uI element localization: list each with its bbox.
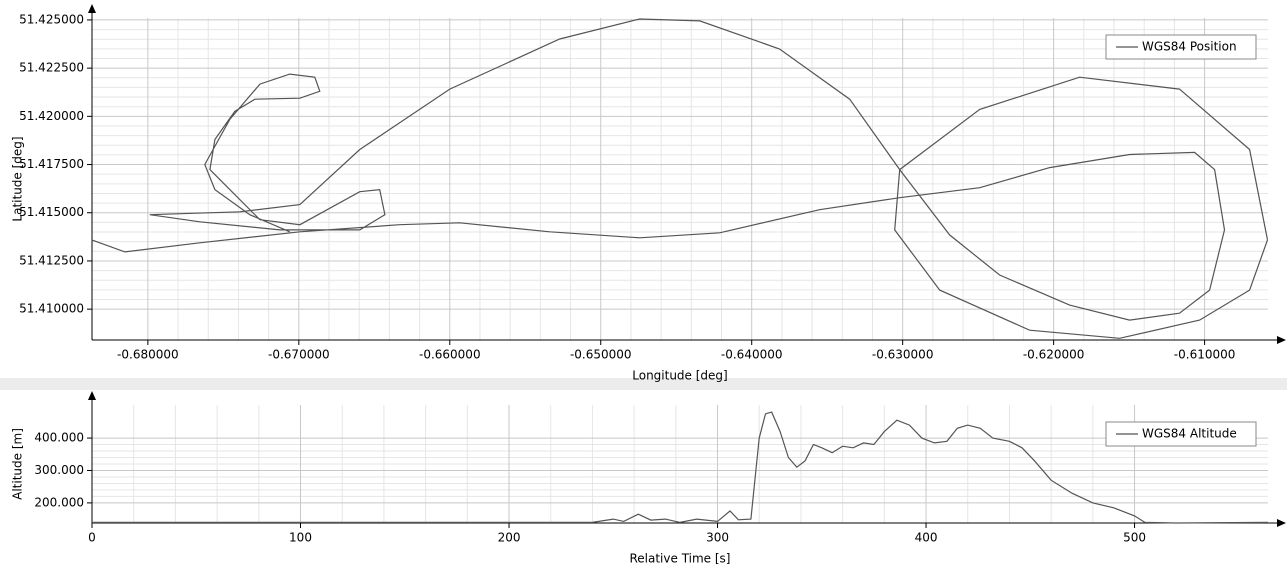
separator <box>0 378 1287 390</box>
data-line <box>92 411 1269 524</box>
y-tick-label: 51.412500 <box>19 253 84 267</box>
y-axis-arrow <box>88 4 96 13</box>
x-tick-label: -0.660000 <box>419 348 481 362</box>
y-tick-label: 51.417500 <box>19 157 84 171</box>
x-tick-label: -0.680000 <box>117 348 179 362</box>
x-tick-label: 100 <box>289 531 312 545</box>
legend-label: WGS84 Altitude <box>1142 427 1237 441</box>
x-tick-label: -0.640000 <box>721 348 783 362</box>
x-tick-label: 300 <box>706 531 729 545</box>
x-tick-label: -0.620000 <box>1023 348 1085 362</box>
y-tick-label: 51.410000 <box>19 302 84 316</box>
y-tick-label: 51.415000 <box>19 205 84 219</box>
x-tick-label: 0 <box>88 531 96 545</box>
legend-label: WGS84 Position <box>1142 40 1237 54</box>
x-axis-arrow <box>1277 336 1286 344</box>
x-tick-label: 500 <box>1123 531 1146 545</box>
y-tick-label: 51.422500 <box>19 61 84 75</box>
y-tick-label: 300.000 <box>34 463 84 477</box>
y-axis-arrow <box>88 391 96 400</box>
y-axis-label: Latitude [deg] <box>11 136 25 221</box>
x-axis-arrow <box>1277 519 1286 527</box>
x-axis-label: Relative Time [s] <box>629 552 730 566</box>
x-tick-label: -0.630000 <box>872 348 934 362</box>
x-tick-label: 200 <box>498 531 521 545</box>
data-line <box>91 18 1269 339</box>
y-tick-label: 51.420000 <box>19 109 84 123</box>
x-tick-label: -0.650000 <box>570 348 632 362</box>
x-axis-label: Longitude [deg] <box>632 369 727 383</box>
x-tick-label: -0.670000 <box>268 348 330 362</box>
y-tick-label: 400.000 <box>34 431 84 445</box>
x-tick-label: 400 <box>915 531 938 545</box>
x-tick-label: -0.610000 <box>1174 348 1236 362</box>
y-tick-label: 200.000 <box>34 495 84 509</box>
y-tick-label: 51.425000 <box>19 12 84 26</box>
y-axis-label: Altitude [m] <box>11 428 25 500</box>
